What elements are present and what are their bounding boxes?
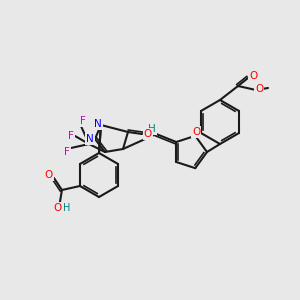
Text: O: O	[45, 170, 53, 180]
Text: O: O	[54, 203, 62, 213]
Text: O: O	[144, 129, 152, 139]
Text: H: H	[63, 203, 70, 213]
Text: N: N	[86, 134, 94, 144]
Text: N: N	[94, 119, 102, 129]
Text: O: O	[255, 84, 263, 94]
Text: O: O	[192, 127, 200, 137]
Text: F: F	[80, 116, 86, 126]
Text: H: H	[148, 124, 156, 134]
Text: F: F	[64, 147, 70, 157]
Text: O: O	[249, 71, 257, 81]
Text: F: F	[68, 131, 74, 141]
